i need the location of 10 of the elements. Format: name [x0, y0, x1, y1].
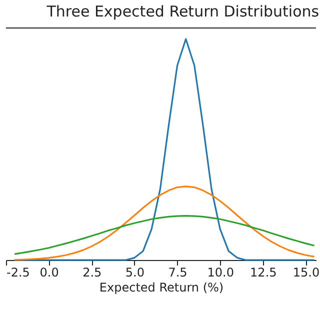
x-axis-title: Expected Return (%)	[99, 280, 224, 294]
x-tick-label: 12.5	[250, 266, 277, 280]
x-tick-label: 15.0	[292, 266, 320, 280]
x-tick-label: -2.5	[6, 266, 30, 280]
x-tick-label: 7.5	[168, 266, 188, 280]
x-tick-label: 5.0	[125, 266, 144, 280]
x-tick-label: 0.0	[40, 266, 59, 280]
chart-title: Three Expected Return Distributions	[46, 2, 320, 20]
x-tick-label: 2.5	[82, 266, 102, 280]
x-tick-label: 10.0	[207, 266, 234, 280]
